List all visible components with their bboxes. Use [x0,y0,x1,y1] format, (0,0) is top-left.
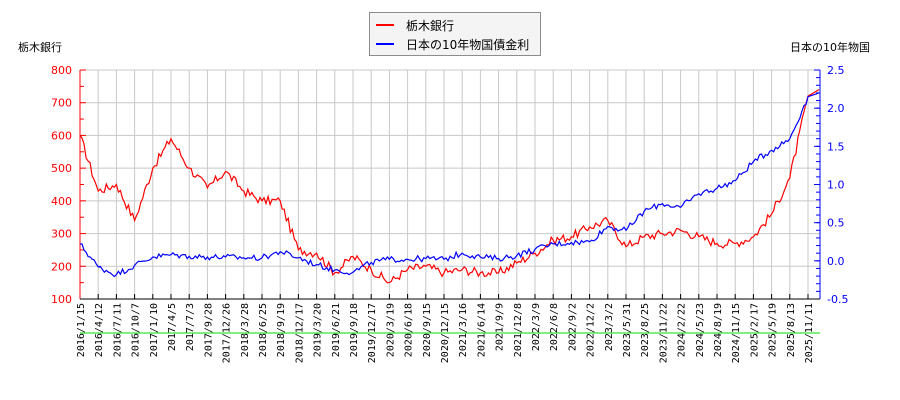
right-axis-label: 1.5 [827,140,845,153]
x-tick-label: 2020/3/19 [385,303,396,357]
right-axis-label: 2.0 [827,102,845,115]
legend-item-jgb-10y: 日本の10年物国債金利 [376,35,529,53]
x-tick-label: 2018/6/25 [258,303,269,357]
x-tick-label: 2019/6/21 [331,303,342,357]
legend: 栃木銀行 日本の10年物国債金利 [369,12,541,56]
x-tick-label: 2017/4/5 [167,303,178,351]
x-tick-label: 2021/12/8 [513,303,524,357]
right-axis-label: 2.5 [827,64,845,77]
x-tick-label: 2024/2/22 [677,303,688,357]
x-tick-label: 2016/4/12 [94,303,105,357]
x-tick-label: 2023/5/31 [622,303,633,357]
x-tick-label: 2024/5/23 [695,303,706,357]
x-tick-label: 2024/8/19 [713,303,724,357]
x-tick-label: 2021/9/9 [495,303,506,351]
right-axis-label: 0.5 [827,217,845,230]
x-tick-label: 2020/9/15 [422,303,433,357]
left-axis-label: 700 [51,97,72,110]
legend-swatch-blue [376,43,394,45]
x-tick-label: 2018/3/28 [240,303,251,357]
left-axis-label: 500 [51,162,72,175]
x-tick-label: 2022/9/2 [567,303,578,351]
left-axis-label: 600 [51,129,72,142]
x-tick-label: 2022/3/9 [531,303,542,351]
left-axis-label: 100 [51,293,72,306]
x-tick-label: 2018/9/19 [276,303,287,357]
left-axis-title: 栃木銀行 [18,41,62,54]
x-tick-label: 2016/10/7 [131,303,142,357]
x-tick-label: 2025/8/13 [786,303,797,357]
x-tick-label: 2023/8/25 [640,303,651,357]
series-line-jgb-10y [80,92,820,278]
legend-item-tochigi-bank: 栃木銀行 [376,16,454,34]
left-axis-label: 200 [51,260,72,273]
x-tick-label: 2017/1/10 [149,303,160,357]
x-tick-label: 2019/9/18 [349,303,360,357]
right-axis-title: 日本の10年物国 [790,41,870,54]
right-axis-label: -0.5 [827,293,848,306]
x-tick-label: 2022/12/2 [586,303,597,357]
x-tick-label: 2025/2/17 [749,303,760,357]
left-axis-label: 400 [51,195,72,208]
x-tick-label: 2016/1/15 [76,303,87,357]
right-axis-label: 0.0 [827,255,845,268]
x-tick-label: 2017/7/3 [185,303,196,351]
x-tick-label: 2020/6/18 [404,303,415,357]
legend-label: 栃木銀行 [406,18,455,33]
left-axis-label: 800 [51,64,72,77]
left-axis-label: 300 [51,228,72,241]
x-tick-label: 2021/6/14 [476,303,487,357]
x-tick-label: 2016/7/11 [112,303,123,357]
x-tick-label: 2019/3/20 [313,303,324,357]
series-line-tochigi-bank [79,89,820,284]
right-axis-label: 1.0 [827,179,845,192]
x-tick-label: 2021/3/16 [458,303,469,357]
legend-label: 日本の10年物国債金利 [406,37,530,52]
x-tick-label: 2017/9/28 [203,303,214,357]
legend-swatch-red [376,24,394,26]
x-tick-label: 2023/3/2 [604,303,615,351]
x-tick-label: 2022/6/8 [549,303,560,351]
x-tick-label: 2025/5/19 [768,303,779,357]
